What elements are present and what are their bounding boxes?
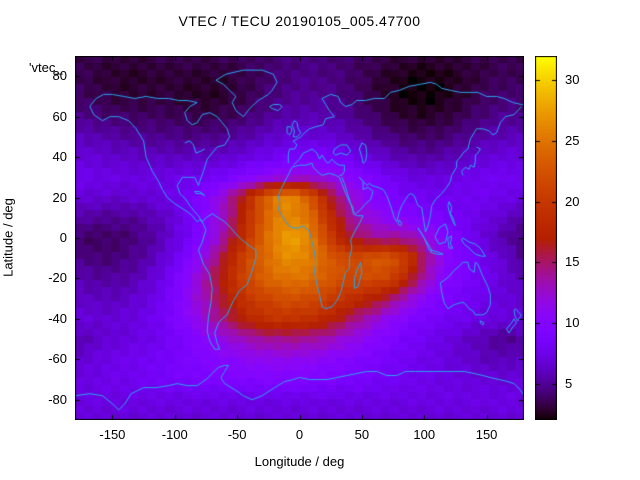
y-tick-label: 60 (52, 108, 67, 124)
y-tick-label: 40 (52, 149, 67, 165)
x-tick-label: 150 (475, 427, 498, 442)
x-tick-label: -150 (99, 427, 126, 442)
x-tick-label: 0 (295, 427, 304, 442)
y-tick-label: 20 (52, 189, 67, 205)
x-tick-label: 100 (413, 427, 436, 442)
plot-title: VTEC / TECU 20190105_005.47700 (178, 13, 421, 29)
x-tick-label: -100 (161, 427, 188, 442)
y-tick-label: -40 (48, 310, 67, 326)
colorbar-tick-label: 15 (565, 254, 580, 270)
x-axis-label: Longitude / deg (254, 454, 345, 469)
colorbar-tick-label: 5 (565, 375, 573, 391)
colorbar-tick-label: 25 (565, 132, 580, 148)
x-tick-label: -50 (227, 427, 247, 442)
x-tick-label: 50 (354, 427, 370, 442)
y-tick-label: 0 (59, 230, 67, 245)
colorbar-tick-label: 30 (565, 72, 580, 88)
vtec-heatmap-canvas (75, 56, 524, 420)
colorbar-tick-label: 10 (565, 314, 580, 330)
colorbar-canvas (535, 56, 557, 420)
y-tick-label: -80 (48, 391, 67, 407)
colorbar-tick-label: 20 (565, 193, 580, 209)
y-tick-label: -20 (48, 270, 67, 286)
key-label: 'vtec_ (29, 60, 63, 75)
y-tick-label: 80 (52, 68, 67, 84)
y-tick-label: -60 (48, 351, 67, 367)
